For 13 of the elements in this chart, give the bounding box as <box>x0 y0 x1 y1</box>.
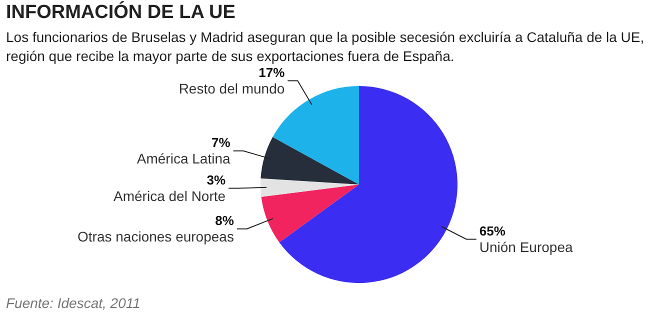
data-label: 17% <box>258 64 286 80</box>
source-note: Fuente: Idescat, 2011 <box>6 295 140 311</box>
data-label: 7% <box>211 134 231 150</box>
slice-label: Otras naciones europeas <box>78 228 234 245</box>
data-label: 8% <box>215 212 234 228</box>
slice-label: América Latina <box>136 150 230 167</box>
slice-label: Resto del mundo <box>178 80 285 97</box>
chart-title: INFORMACIÓN DE LA UE <box>6 2 236 24</box>
data-label: 65% <box>479 223 506 238</box>
slice-label: América del Norte <box>114 188 226 204</box>
data-label: 3% <box>206 172 226 188</box>
slice-label: Unión Europea <box>479 239 573 256</box>
chart-subtitle: Los funcionarios de Bruselas y Madrid aseguran que la posible secesión excluiría a Cataluña de la UE, región que recibe la mayor parte de sus exportaciones fuera de España. <box>6 28 646 66</box>
